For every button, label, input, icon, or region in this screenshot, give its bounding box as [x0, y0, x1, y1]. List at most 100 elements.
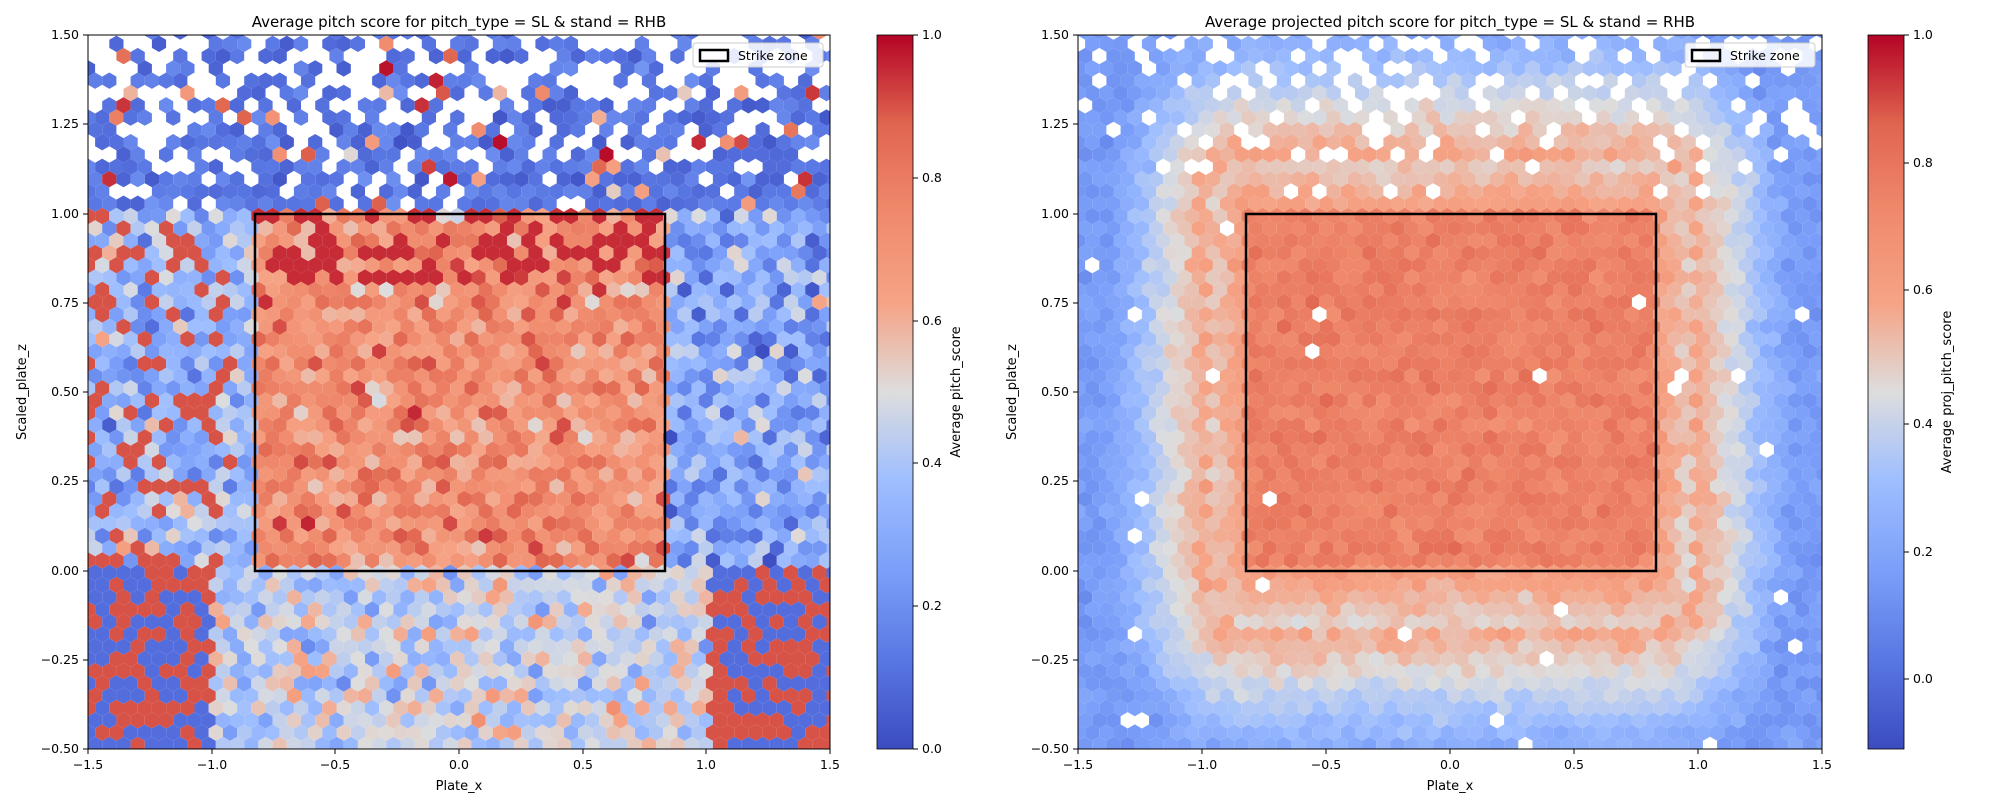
hex-cell — [1184, 478, 1199, 495]
hex-cell — [365, 699, 380, 717]
hex-cell — [478, 626, 493, 643]
hex-cell — [776, 453, 791, 471]
hex-cell — [1227, 675, 1242, 692]
hex-cell — [578, 650, 593, 667]
hex-cell — [1440, 453, 1455, 471]
hex-cell — [67, 675, 81, 691]
hex-cell — [1355, 576, 1370, 594]
hex-cell — [1773, 343, 1789, 360]
hex-cell — [265, 453, 280, 471]
hex-cell — [1624, 478, 1639, 495]
hex-cell — [322, 650, 337, 667]
hex-cell — [67, 429, 81, 445]
hex-cell — [365, 207, 380, 225]
hex-cell — [734, 207, 749, 225]
hex-cell — [776, 699, 791, 717]
hex-cell — [1482, 429, 1497, 446]
hex-cell — [315, 490, 330, 508]
hex-cell — [1688, 343, 1703, 360]
hex-cell — [677, 699, 692, 717]
hex-cell — [1717, 613, 1732, 631]
hex-cell — [1212, 453, 1228, 471]
hex-cell — [698, 220, 713, 237]
hex-cell — [1504, 490, 1519, 508]
hex-cell — [691, 675, 706, 692]
hex-cell — [1347, 539, 1363, 557]
hex-cell — [663, 699, 678, 717]
hex-cell — [1752, 527, 1767, 544]
hex-cell — [1603, 343, 1618, 360]
hex-cell — [1447, 564, 1462, 581]
hex-cell — [805, 380, 820, 397]
hex-cell — [1440, 601, 1455, 618]
hex-cell — [1795, 650, 1810, 667]
hex-cell — [585, 195, 600, 212]
hex-cell — [1568, 601, 1583, 618]
hex-cell — [1589, 441, 1604, 458]
hex-cell — [1582, 650, 1597, 667]
hex-cell — [755, 318, 770, 335]
hex-cell — [1617, 318, 1632, 335]
hex-cell — [1376, 736, 1391, 749]
hex-cell — [407, 183, 422, 200]
hex-cell — [151, 527, 167, 544]
hex-cell — [251, 183, 266, 200]
hex-cell — [1283, 404, 1299, 421]
hex-cell — [159, 220, 174, 237]
hex-cell — [834, 355, 848, 371]
hex-cell — [1617, 416, 1632, 434]
hex-cell — [578, 158, 593, 175]
hex-cell — [514, 712, 529, 729]
hex-cell — [109, 404, 124, 421]
hex-cell — [407, 429, 422, 446]
hex-cell — [1511, 330, 1526, 348]
hex-cell — [1312, 429, 1327, 446]
hex-cell — [308, 330, 323, 348]
hex-cell — [599, 195, 614, 212]
hex-cell — [649, 650, 664, 667]
hex-cell — [464, 60, 479, 77]
hex-cell — [1788, 441, 1803, 458]
hex-cell — [159, 269, 174, 286]
hex-cell — [173, 515, 188, 532]
hex-cell — [1141, 724, 1157, 741]
hex-cell — [357, 662, 373, 680]
hex-cell — [535, 650, 550, 667]
hex-cell — [549, 109, 564, 126]
hex-cell — [1092, 441, 1107, 458]
hex-cell — [1127, 699, 1142, 717]
hex-cell — [805, 109, 820, 126]
hex-cell — [606, 453, 621, 471]
hex-cell — [535, 84, 550, 102]
hex-cell — [1227, 478, 1242, 495]
hex-cell — [357, 367, 373, 385]
hex-cell — [762, 257, 777, 274]
hex-cell — [762, 699, 777, 717]
hex-cell — [322, 380, 337, 397]
hex-cell — [1269, 503, 1284, 520]
hex-cell — [1078, 392, 1093, 409]
hex-cell — [130, 367, 145, 385]
hex-cell — [137, 257, 152, 274]
hex-cell — [663, 675, 678, 692]
hex-cell — [1546, 490, 1561, 508]
hex-cell — [95, 453, 110, 471]
hex-cell — [102, 539, 117, 557]
hex-cell — [350, 699, 365, 717]
hex-cell — [1824, 306, 1838, 322]
hex-cell — [102, 712, 117, 729]
hex-cell — [343, 515, 358, 532]
hex-cell — [315, 712, 330, 729]
hex-cell — [556, 269, 571, 286]
hex-cell — [308, 503, 323, 520]
hex-cell — [535, 749, 549, 765]
hex-cell — [315, 343, 330, 360]
hex-cell — [1667, 601, 1682, 618]
hex-cell — [428, 72, 444, 89]
hex-cell — [1312, 576, 1327, 594]
hex-cell — [492, 355, 507, 372]
hex-cell — [151, 306, 167, 323]
hex-cell — [1489, 638, 1505, 655]
hex-cell — [819, 109, 830, 126]
hex-cell — [187, 220, 202, 237]
